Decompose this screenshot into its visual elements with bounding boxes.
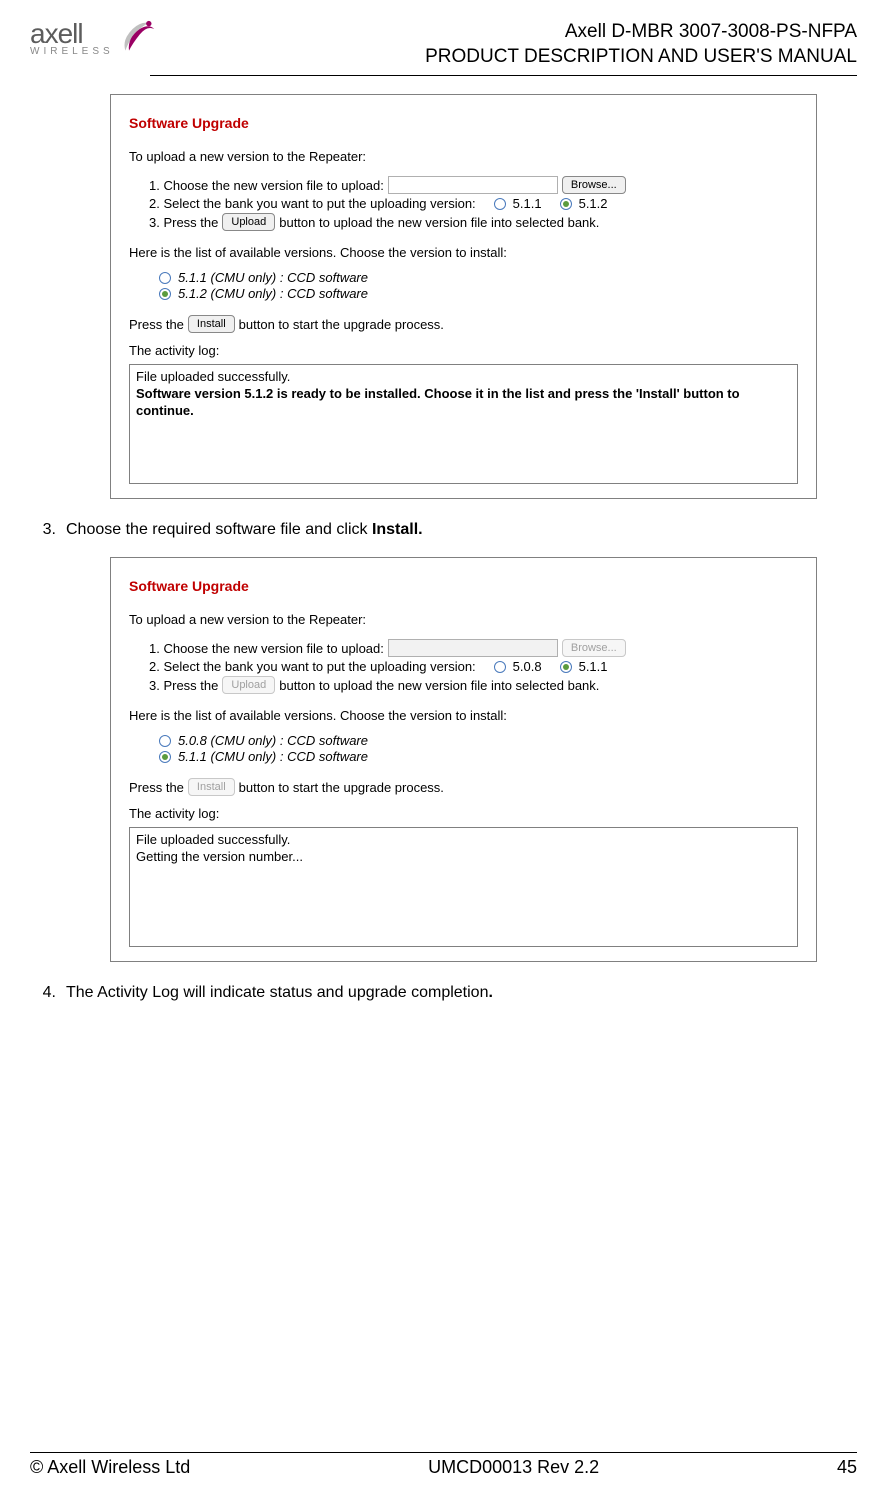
press-prefix: Press the <box>129 317 184 332</box>
instr-text-b: Install. <box>372 521 423 538</box>
activity-log: File uploaded successfully. Software ver… <box>129 364 798 484</box>
header-divider <box>150 75 857 76</box>
step3-suffix: button to upload the new version file in… <box>279 678 599 693</box>
file-input[interactable] <box>388 639 558 657</box>
version-item: 5.1.1 (CMU only) : CCD software <box>159 270 798 285</box>
logo-text: axell <box>30 20 114 48</box>
press-prefix: Press the <box>129 780 184 795</box>
step-3: 3. Press the Upload button to upload the… <box>149 213 798 231</box>
bank-b-label: 5.1.1 <box>579 659 608 674</box>
log-line: File uploaded successfully. <box>136 832 791 849</box>
intro-text: To upload a new version to the Repeater: <box>129 612 798 627</box>
log-label: The activity log: <box>129 343 798 358</box>
press-suffix: button to start the upgrade process. <box>239 317 444 332</box>
instr-number: 4. <box>30 984 66 1002</box>
instruction-4: 4. The Activity Log will indicate status… <box>30 984 857 1002</box>
version-item: 5.0.8 (CMU only) : CCD software <box>159 733 798 748</box>
version-list: 5.0.8 (CMU only) : CCD software 5.1.1 (C… <box>159 733 798 764</box>
version-label: 5.1.1 (CMU only) : CCD software <box>178 749 368 764</box>
footer-left: © Axell Wireless Ltd <box>30 1457 190 1478</box>
bank-radio-b[interactable] <box>560 661 572 673</box>
panel-title: Software Upgrade <box>129 115 798 131</box>
logo-swoosh-icon <box>120 20 156 56</box>
instr-text-a: Choose the required software file and cl… <box>66 521 372 538</box>
step-2: 2. Select the bank you want to put the u… <box>149 196 798 211</box>
upload-button[interactable]: Upload <box>222 676 275 694</box>
bank-a-label: 5.0.8 <box>513 659 542 674</box>
upload-button[interactable]: Upload <box>222 213 275 231</box>
install-button[interactable]: Install <box>188 315 235 333</box>
bank-radio-a[interactable] <box>494 198 506 210</box>
version-item: 5.1.1 (CMU only) : CCD software <box>159 749 798 764</box>
footer-page-number: 45 <box>837 1457 857 1478</box>
step2-label: 2. Select the bank you want to put the u… <box>149 196 476 211</box>
logo: axell WIRELESS <box>30 20 156 57</box>
page-header: axell WIRELESS Axell D-MBR 3007-3008-PS-… <box>30 20 857 75</box>
versions-intro: Here is the list of available versions. … <box>129 708 798 723</box>
doc-id: Axell D-MBR 3007-3008-PS-NFPA <box>425 20 857 45</box>
version-radio[interactable] <box>159 272 171 284</box>
step3-prefix: 3. Press the <box>149 215 218 230</box>
page-footer: © Axell Wireless Ltd UMCD00013 Rev 2.2 4… <box>30 1457 857 1478</box>
browse-button[interactable]: Browse... <box>562 176 626 194</box>
bank-radio-b[interactable] <box>560 198 572 210</box>
bank-a-label: 5.1.1 <box>513 196 542 211</box>
header-titles: Axell D-MBR 3007-3008-PS-NFPA PRODUCT DE… <box>425 20 857 69</box>
step3-suffix: button to upload the new version file in… <box>279 215 599 230</box>
doc-subtitle: PRODUCT DESCRIPTION AND USER'S MANUAL <box>425 45 857 70</box>
page-footer-wrap: © Axell Wireless Ltd UMCD00013 Rev 2.2 4… <box>30 1444 857 1478</box>
step3-prefix: 3. Press the <box>149 678 218 693</box>
instr-text: Choose the required software file and cl… <box>66 521 857 539</box>
version-label: 5.1.1 (CMU only) : CCD software <box>178 270 368 285</box>
footer-divider <box>30 1452 857 1453</box>
file-input[interactable] <box>388 176 558 194</box>
step-2: 2. Select the bank you want to put the u… <box>149 659 798 674</box>
log-line-bold: Software version 5.1.2 is ready to be in… <box>136 386 791 420</box>
version-item: 5.1.2 (CMU only) : CCD software <box>159 286 798 301</box>
browse-button[interactable]: Browse... <box>562 639 626 657</box>
install-row: Press the Install button to start the up… <box>129 778 798 796</box>
log-line: Getting the version number... <box>136 849 791 866</box>
logo-subtext: WIRELESS <box>30 46 114 57</box>
versions-intro: Here is the list of available versions. … <box>129 245 798 260</box>
install-button[interactable]: Install <box>188 778 235 796</box>
screenshot-upgrade-1: Software Upgrade To upload a new version… <box>110 94 817 499</box>
log-line: File uploaded successfully. <box>136 369 791 386</box>
step-1: 1. Choose the new version file to upload… <box>149 176 798 194</box>
step-3: 3. Press the Upload button to upload the… <box>149 676 798 694</box>
screenshot-upgrade-2: Software Upgrade To upload a new version… <box>110 557 817 962</box>
footer-center: UMCD00013 Rev 2.2 <box>428 1457 599 1478</box>
step2-label: 2. Select the bank you want to put the u… <box>149 659 476 674</box>
bank-b-label: 5.1.2 <box>579 196 608 211</box>
instr-number: 3. <box>30 521 66 539</box>
log-label: The activity log: <box>129 806 798 821</box>
step1-label: 1. Choose the new version file to upload… <box>149 178 384 193</box>
activity-log: File uploaded successfully. Getting the … <box>129 827 798 947</box>
version-radio[interactable] <box>159 751 171 763</box>
version-list: 5.1.1 (CMU only) : CCD software 5.1.2 (C… <box>159 270 798 301</box>
step-1: 1. Choose the new version file to upload… <box>149 639 798 657</box>
version-radio[interactable] <box>159 735 171 747</box>
instr-text: The Activity Log will indicate status an… <box>66 984 857 1002</box>
version-label: 5.0.8 (CMU only) : CCD software <box>178 733 368 748</box>
press-suffix: button to start the upgrade process. <box>239 780 444 795</box>
panel-title: Software Upgrade <box>129 578 798 594</box>
instr-text-a: The Activity Log will indicate status an… <box>66 984 488 1001</box>
instruction-3: 3. Choose the required software file and… <box>30 521 857 539</box>
step1-label: 1. Choose the new version file to upload… <box>149 641 384 656</box>
bank-radio-a[interactable] <box>494 661 506 673</box>
install-row: Press the Install button to start the up… <box>129 315 798 333</box>
intro-text: To upload a new version to the Repeater: <box>129 149 798 164</box>
version-radio[interactable] <box>159 288 171 300</box>
instr-text-b: . <box>488 984 492 1001</box>
version-label: 5.1.2 (CMU only) : CCD software <box>178 286 368 301</box>
